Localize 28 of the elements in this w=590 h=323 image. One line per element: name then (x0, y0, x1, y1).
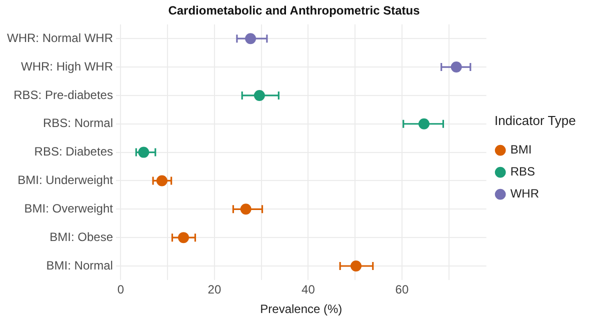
legend-label: WHR (510, 186, 540, 201)
x-tick-label: 0 (117, 282, 124, 297)
x-tick-label: 60 (395, 282, 409, 297)
y-tick-label: RBS: Pre-diabetes (14, 88, 113, 102)
point (138, 146, 150, 158)
x-tick-label: 40 (302, 282, 316, 297)
y-tick-label: BMI: Normal (46, 258, 113, 272)
x-tick-label: 20 (208, 282, 222, 297)
point (240, 204, 252, 215)
point (245, 33, 256, 44)
x-axis-title: Prevalence (%) (260, 302, 342, 316)
point (418, 118, 430, 130)
y-tick-label: RBS: Diabetes (34, 144, 113, 159)
y-tick-label: BMI: Underweight (18, 173, 114, 188)
point (156, 175, 168, 186)
point (350, 260, 362, 272)
y-tick-label: RBS: Normal (42, 116, 113, 130)
point (254, 90, 265, 101)
point (450, 62, 462, 73)
legend-label: RBS (510, 164, 536, 179)
point (178, 232, 189, 244)
y-tick-label: WHR: High WHR (20, 59, 114, 74)
chart-title: Cardiometabolic and Anthropometric Status (168, 4, 420, 18)
legend-title: Indicator Type (494, 112, 576, 128)
y-tick-label: BMI: Overweight (24, 201, 114, 216)
legend-label: BMI (510, 142, 532, 157)
y-tick-label: WHR: Normal WHR (6, 30, 114, 45)
y-tick-label: BMI: Obese (50, 230, 114, 244)
